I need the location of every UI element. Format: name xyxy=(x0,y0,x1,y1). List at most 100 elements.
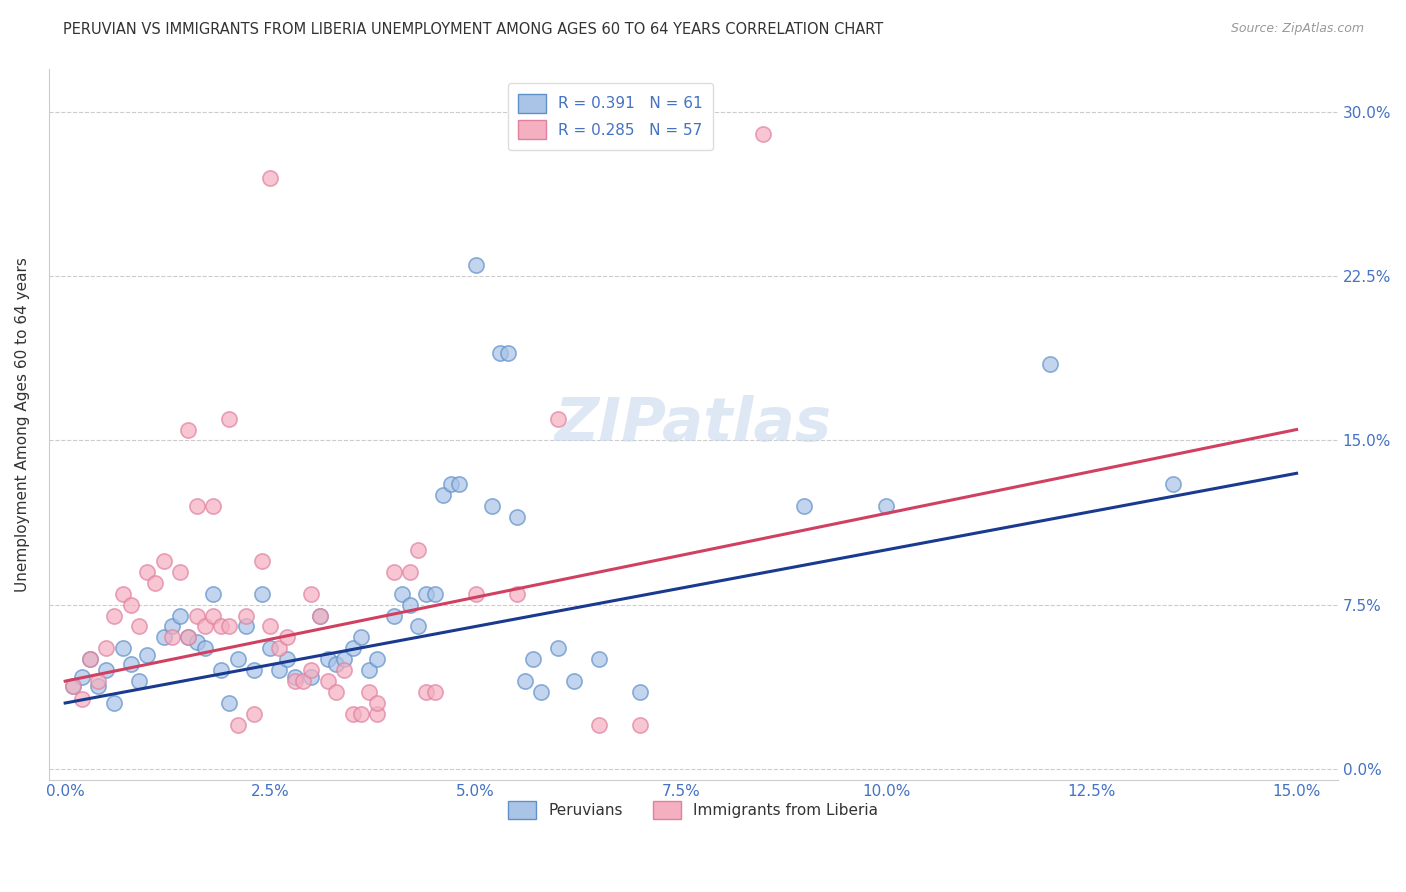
Point xyxy=(284,670,307,684)
Point xyxy=(284,674,307,689)
Point xyxy=(218,696,240,710)
Point xyxy=(250,554,273,568)
Point xyxy=(301,663,323,677)
Point xyxy=(464,587,486,601)
Point xyxy=(243,663,266,677)
Point xyxy=(342,706,364,721)
Point xyxy=(169,565,191,579)
Point xyxy=(96,641,118,656)
Point xyxy=(350,631,373,645)
Point xyxy=(399,598,422,612)
Point xyxy=(226,652,249,666)
Point xyxy=(186,634,208,648)
Point xyxy=(276,652,298,666)
Point xyxy=(209,619,232,633)
Point xyxy=(481,499,503,513)
Point xyxy=(259,641,281,656)
Y-axis label: Unemployment Among Ages 60 to 64 years: Unemployment Among Ages 60 to 64 years xyxy=(15,257,30,591)
Point xyxy=(399,565,422,579)
Point xyxy=(152,554,174,568)
Point xyxy=(96,663,118,677)
Point xyxy=(562,674,585,689)
Point xyxy=(357,663,380,677)
Point xyxy=(103,608,125,623)
Point xyxy=(160,619,183,633)
Point xyxy=(432,488,454,502)
Point xyxy=(333,652,356,666)
Point xyxy=(128,674,150,689)
Point xyxy=(530,685,553,699)
Point xyxy=(62,679,84,693)
Point xyxy=(350,706,373,721)
Point xyxy=(160,631,183,645)
Point xyxy=(357,685,380,699)
Point xyxy=(201,499,224,513)
Point xyxy=(406,542,429,557)
Point xyxy=(406,619,429,633)
Point xyxy=(449,477,471,491)
Point xyxy=(169,608,191,623)
Point xyxy=(201,608,224,623)
Point xyxy=(259,170,281,185)
Point xyxy=(316,674,339,689)
Point xyxy=(136,565,159,579)
Point xyxy=(145,575,167,590)
Point xyxy=(128,619,150,633)
Point xyxy=(316,652,339,666)
Text: ZIPatlas: ZIPatlas xyxy=(554,394,832,453)
Point xyxy=(87,674,110,689)
Point xyxy=(194,641,217,656)
Point xyxy=(522,652,544,666)
Point xyxy=(547,411,569,425)
Point xyxy=(588,718,610,732)
Point xyxy=(79,652,101,666)
Point xyxy=(79,652,101,666)
Legend: Peruvians, Immigrants from Liberia: Peruvians, Immigrants from Liberia xyxy=(502,795,884,825)
Point xyxy=(366,696,388,710)
Point xyxy=(235,619,257,633)
Point xyxy=(186,608,208,623)
Point xyxy=(308,608,330,623)
Point xyxy=(186,499,208,513)
Point xyxy=(366,706,388,721)
Point xyxy=(505,510,527,524)
Point xyxy=(752,127,775,141)
Point xyxy=(301,587,323,601)
Point xyxy=(325,657,347,671)
Point xyxy=(325,685,347,699)
Point xyxy=(547,641,569,656)
Point xyxy=(382,565,405,579)
Point xyxy=(87,679,110,693)
Point xyxy=(415,685,437,699)
Point xyxy=(177,631,200,645)
Point xyxy=(201,587,224,601)
Point xyxy=(250,587,273,601)
Point xyxy=(194,619,217,633)
Point xyxy=(1039,357,1062,371)
Point xyxy=(120,657,142,671)
Point xyxy=(111,587,134,601)
Point xyxy=(136,648,159,662)
Point xyxy=(415,587,437,601)
Point xyxy=(382,608,405,623)
Point xyxy=(111,641,134,656)
Point xyxy=(267,641,290,656)
Point xyxy=(628,718,651,732)
Point xyxy=(513,674,536,689)
Point xyxy=(333,663,356,677)
Point xyxy=(120,598,142,612)
Point xyxy=(628,685,651,699)
Point xyxy=(209,663,232,677)
Point xyxy=(103,696,125,710)
Point xyxy=(267,663,290,677)
Point xyxy=(498,346,520,360)
Point xyxy=(218,619,240,633)
Point xyxy=(276,631,298,645)
Point xyxy=(505,587,527,601)
Point xyxy=(423,685,446,699)
Point xyxy=(423,587,446,601)
Text: Source: ZipAtlas.com: Source: ZipAtlas.com xyxy=(1230,22,1364,36)
Text: PERUVIAN VS IMMIGRANTS FROM LIBERIA UNEMPLOYMENT AMONG AGES 60 TO 64 YEARS CORRE: PERUVIAN VS IMMIGRANTS FROM LIBERIA UNEM… xyxy=(63,22,883,37)
Point xyxy=(1163,477,1185,491)
Point xyxy=(489,346,512,360)
